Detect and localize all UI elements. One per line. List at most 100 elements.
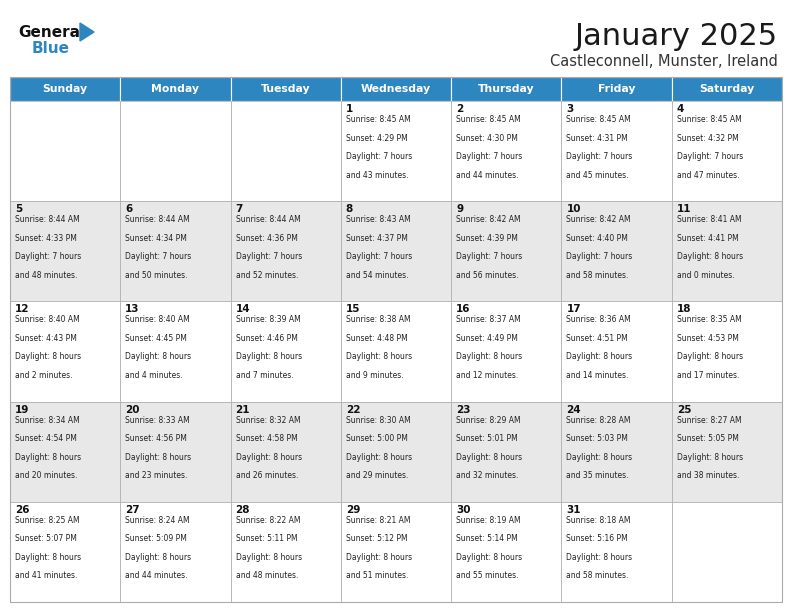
Text: Sunset: 4:48 PM: Sunset: 4:48 PM — [346, 334, 408, 343]
Text: Sunrise: 8:21 AM: Sunrise: 8:21 AM — [346, 516, 410, 525]
Text: 3: 3 — [566, 104, 573, 114]
Bar — [672, 502, 782, 602]
Bar — [341, 101, 451, 201]
Bar — [562, 301, 672, 401]
Text: Tuesday: Tuesday — [261, 84, 310, 94]
Text: Sunrise: 8:24 AM: Sunrise: 8:24 AM — [125, 516, 190, 525]
Text: Daylight: 8 hours: Daylight: 8 hours — [456, 553, 522, 562]
Bar — [562, 401, 672, 502]
Text: Sunrise: 8:45 AM: Sunrise: 8:45 AM — [566, 115, 631, 124]
Text: and 32 minutes.: and 32 minutes. — [456, 471, 519, 480]
Text: Daylight: 7 hours: Daylight: 7 hours — [346, 152, 412, 161]
Text: Sunrise: 8:44 AM: Sunrise: 8:44 AM — [235, 215, 300, 224]
Bar — [451, 101, 562, 201]
Text: and 41 minutes.: and 41 minutes. — [15, 572, 78, 580]
Text: Sunrise: 8:32 AM: Sunrise: 8:32 AM — [235, 416, 300, 425]
Text: and 56 minutes.: and 56 minutes. — [456, 271, 519, 280]
Bar — [120, 77, 230, 101]
Text: and 45 minutes.: and 45 minutes. — [566, 171, 629, 179]
Text: Saturday: Saturday — [699, 84, 755, 94]
Bar — [230, 502, 341, 602]
Text: Sunrise: 8:44 AM: Sunrise: 8:44 AM — [125, 215, 190, 224]
Text: Sunrise: 8:40 AM: Sunrise: 8:40 AM — [15, 315, 80, 324]
Text: Sunset: 4:30 PM: Sunset: 4:30 PM — [456, 133, 518, 143]
Text: Daylight: 8 hours: Daylight: 8 hours — [566, 353, 633, 362]
Text: 30: 30 — [456, 505, 470, 515]
Text: 8: 8 — [346, 204, 353, 214]
Bar — [672, 77, 782, 101]
Text: and 20 minutes.: and 20 minutes. — [15, 471, 78, 480]
Text: Daylight: 8 hours: Daylight: 8 hours — [235, 453, 302, 461]
Text: and 43 minutes.: and 43 minutes. — [346, 171, 409, 179]
Text: 4: 4 — [676, 104, 684, 114]
Text: Sunrise: 8:22 AM: Sunrise: 8:22 AM — [235, 516, 300, 525]
Text: Daylight: 7 hours: Daylight: 7 hours — [566, 252, 633, 261]
Text: Sunrise: 8:37 AM: Sunrise: 8:37 AM — [456, 315, 521, 324]
Text: 10: 10 — [566, 204, 581, 214]
Text: Daylight: 8 hours: Daylight: 8 hours — [566, 553, 633, 562]
Text: Daylight: 8 hours: Daylight: 8 hours — [566, 453, 633, 461]
Text: Sunset: 4:40 PM: Sunset: 4:40 PM — [566, 234, 628, 243]
Bar — [672, 401, 782, 502]
Text: and 51 minutes.: and 51 minutes. — [346, 572, 408, 580]
Text: 5: 5 — [15, 204, 22, 214]
Bar — [10, 201, 120, 301]
Text: and 55 minutes.: and 55 minutes. — [456, 572, 519, 580]
Text: Sunrise: 8:44 AM: Sunrise: 8:44 AM — [15, 215, 80, 224]
Text: Daylight: 7 hours: Daylight: 7 hours — [676, 152, 743, 161]
Bar — [341, 77, 451, 101]
Bar — [10, 101, 120, 201]
Text: and 54 minutes.: and 54 minutes. — [346, 271, 409, 280]
Text: Sunset: 4:41 PM: Sunset: 4:41 PM — [676, 234, 738, 243]
Text: 12: 12 — [15, 304, 29, 315]
Bar — [120, 301, 230, 401]
Text: Sunset: 4:34 PM: Sunset: 4:34 PM — [125, 234, 187, 243]
Text: 23: 23 — [456, 405, 470, 414]
Bar — [120, 401, 230, 502]
Bar — [230, 77, 341, 101]
Text: Thursday: Thursday — [478, 84, 535, 94]
Text: Sunset: 5:01 PM: Sunset: 5:01 PM — [456, 434, 518, 443]
Text: Sunrise: 8:30 AM: Sunrise: 8:30 AM — [346, 416, 410, 425]
Bar — [451, 77, 562, 101]
Text: 16: 16 — [456, 304, 470, 315]
Bar — [672, 101, 782, 201]
Text: 28: 28 — [235, 505, 250, 515]
Text: and 23 minutes.: and 23 minutes. — [125, 471, 188, 480]
Text: 7: 7 — [235, 204, 243, 214]
Text: 24: 24 — [566, 405, 581, 414]
Text: Daylight: 8 hours: Daylight: 8 hours — [125, 553, 192, 562]
Text: Sunrise: 8:36 AM: Sunrise: 8:36 AM — [566, 315, 631, 324]
Text: Daylight: 8 hours: Daylight: 8 hours — [346, 353, 412, 362]
Text: 15: 15 — [346, 304, 360, 315]
Bar — [10, 301, 120, 401]
Bar — [230, 401, 341, 502]
Text: Daylight: 7 hours: Daylight: 7 hours — [566, 152, 633, 161]
Text: Sunset: 4:53 PM: Sunset: 4:53 PM — [676, 334, 739, 343]
Text: Daylight: 8 hours: Daylight: 8 hours — [235, 353, 302, 362]
Text: and 58 minutes.: and 58 minutes. — [566, 271, 629, 280]
Text: Daylight: 8 hours: Daylight: 8 hours — [15, 353, 81, 362]
Text: 26: 26 — [15, 505, 29, 515]
Text: and 9 minutes.: and 9 minutes. — [346, 371, 403, 380]
Bar — [341, 201, 451, 301]
Text: Sunset: 5:16 PM: Sunset: 5:16 PM — [566, 534, 628, 543]
Text: Sunrise: 8:33 AM: Sunrise: 8:33 AM — [125, 416, 190, 425]
Text: 20: 20 — [125, 405, 139, 414]
Text: Daylight: 8 hours: Daylight: 8 hours — [346, 553, 412, 562]
Text: and 50 minutes.: and 50 minutes. — [125, 271, 188, 280]
Text: Sunrise: 8:42 AM: Sunrise: 8:42 AM — [456, 215, 521, 224]
Text: Sunset: 4:51 PM: Sunset: 4:51 PM — [566, 334, 628, 343]
Text: Sunset: 4:37 PM: Sunset: 4:37 PM — [346, 234, 408, 243]
Text: Sunrise: 8:27 AM: Sunrise: 8:27 AM — [676, 416, 741, 425]
Text: Sunrise: 8:45 AM: Sunrise: 8:45 AM — [346, 115, 410, 124]
Bar — [230, 301, 341, 401]
Text: Daylight: 7 hours: Daylight: 7 hours — [125, 252, 192, 261]
Text: and 48 minutes.: and 48 minutes. — [235, 572, 298, 580]
Text: 29: 29 — [346, 505, 360, 515]
Text: Sunrise: 8:25 AM: Sunrise: 8:25 AM — [15, 516, 80, 525]
Text: Daylight: 8 hours: Daylight: 8 hours — [456, 353, 522, 362]
Text: and 2 minutes.: and 2 minutes. — [15, 371, 73, 380]
Text: 21: 21 — [235, 405, 250, 414]
Text: Sunrise: 8:43 AM: Sunrise: 8:43 AM — [346, 215, 410, 224]
